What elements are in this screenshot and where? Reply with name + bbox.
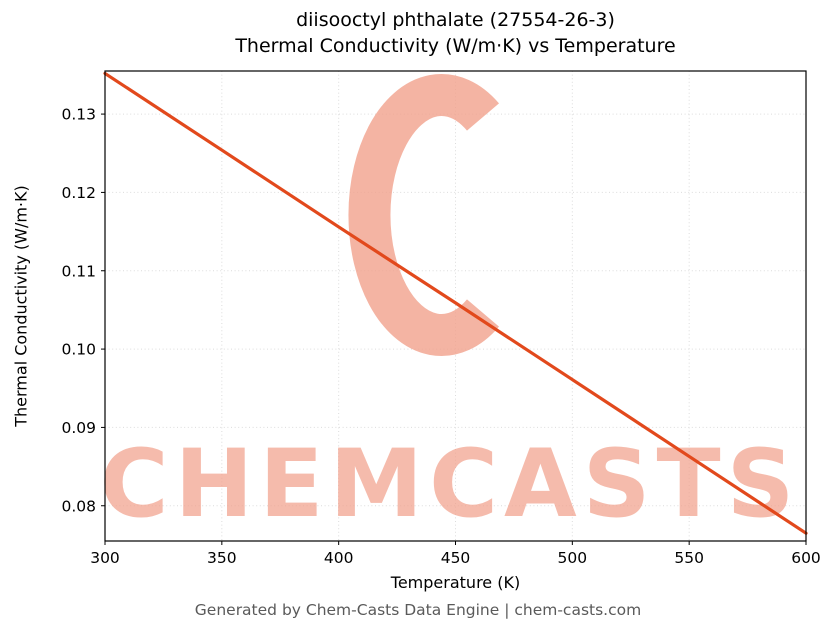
y-tick-label: 0.13 bbox=[61, 106, 96, 124]
x-tick-label: 500 bbox=[558, 549, 588, 567]
chart-title-line1: diisooctyl phthalate (27554-26-3) bbox=[296, 9, 615, 31]
x-tick-label: 450 bbox=[441, 549, 471, 567]
series-line bbox=[103, 71, 808, 535]
x-axis-label: Temperature (K) bbox=[390, 573, 521, 592]
footer-credit: Generated by Chem-Casts Data Engine | ch… bbox=[194, 601, 642, 619]
y-tick-label: 0.10 bbox=[61, 341, 96, 359]
chart-title-line2: Thermal Conductivity (W/m·K) vs Temperat… bbox=[235, 35, 676, 58]
chart-title: diisooctyl phthalate (27554-26-3) Therma… bbox=[105, 7, 806, 59]
y-tick-label: 0.08 bbox=[61, 497, 96, 515]
y-axis-label: Thermal Conductivity (W/m·K) bbox=[11, 185, 31, 427]
x-tick-label: 550 bbox=[674, 549, 704, 567]
y-tick-label: 0.12 bbox=[61, 184, 96, 202]
x-tick-label: 600 bbox=[791, 549, 821, 567]
y-tick-label: 0.11 bbox=[61, 262, 96, 280]
chemcasts-text-watermark: CHEMCASTS bbox=[100, 430, 801, 539]
x-tick-label: 300 bbox=[90, 549, 120, 567]
chemcasts-logo-watermark bbox=[348, 74, 499, 356]
y-tick-label: 0.09 bbox=[61, 419, 96, 437]
x-tick-label: 350 bbox=[207, 549, 237, 567]
x-tick-label: 400 bbox=[324, 549, 354, 567]
